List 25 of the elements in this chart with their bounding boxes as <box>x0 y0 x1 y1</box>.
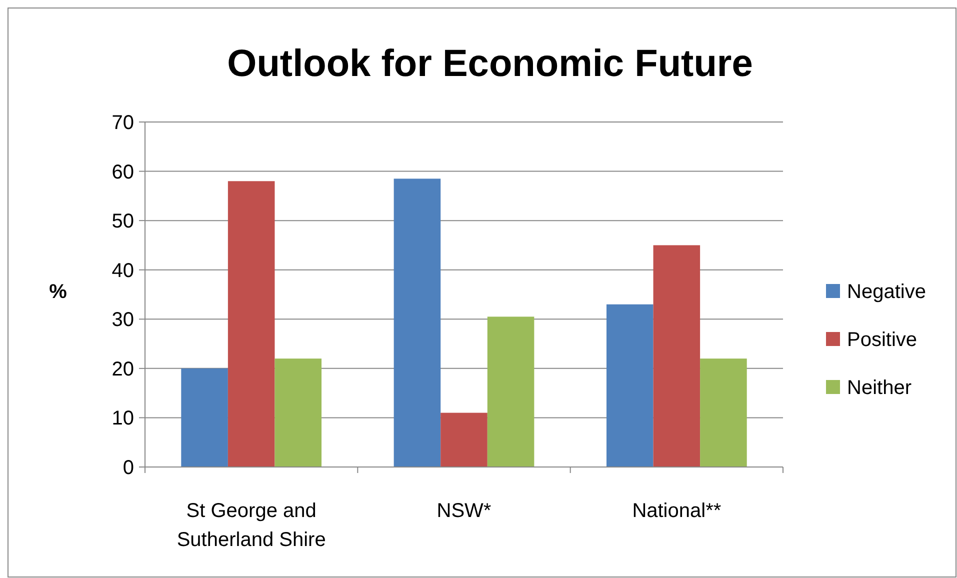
x-tick-label: National** <box>632 500 722 522</box>
legend-label: Neither <box>847 377 912 399</box>
bar <box>394 178 441 467</box>
y-tick-label: 60 <box>112 161 134 184</box>
y-tick-label: 50 <box>112 210 134 233</box>
bar <box>700 358 747 467</box>
y-tick-label: 40 <box>112 260 134 282</box>
legend-label: Negative <box>847 281 926 303</box>
y-tick-label: 30 <box>112 309 134 332</box>
y-tick-label: 10 <box>112 408 134 430</box>
y-tick-label: 70 <box>112 112 134 134</box>
chart-title: Outlook for Economic Future <box>227 43 753 85</box>
y-tick-label: 20 <box>112 358 134 380</box>
y-axis-title: % <box>49 281 68 303</box>
x-tick-label: St George and Sutherland Shire <box>176 500 326 551</box>
bar <box>274 358 322 467</box>
y-tick-label: 0 <box>122 457 134 479</box>
bar <box>181 368 228 467</box>
bar <box>606 304 654 467</box>
bar <box>653 245 700 467</box>
legend-label: Positive <box>847 329 918 351</box>
bar <box>228 181 275 467</box>
bar <box>487 316 534 467</box>
x-tick-label: NSW* <box>436 500 492 522</box>
bar <box>440 412 488 467</box>
